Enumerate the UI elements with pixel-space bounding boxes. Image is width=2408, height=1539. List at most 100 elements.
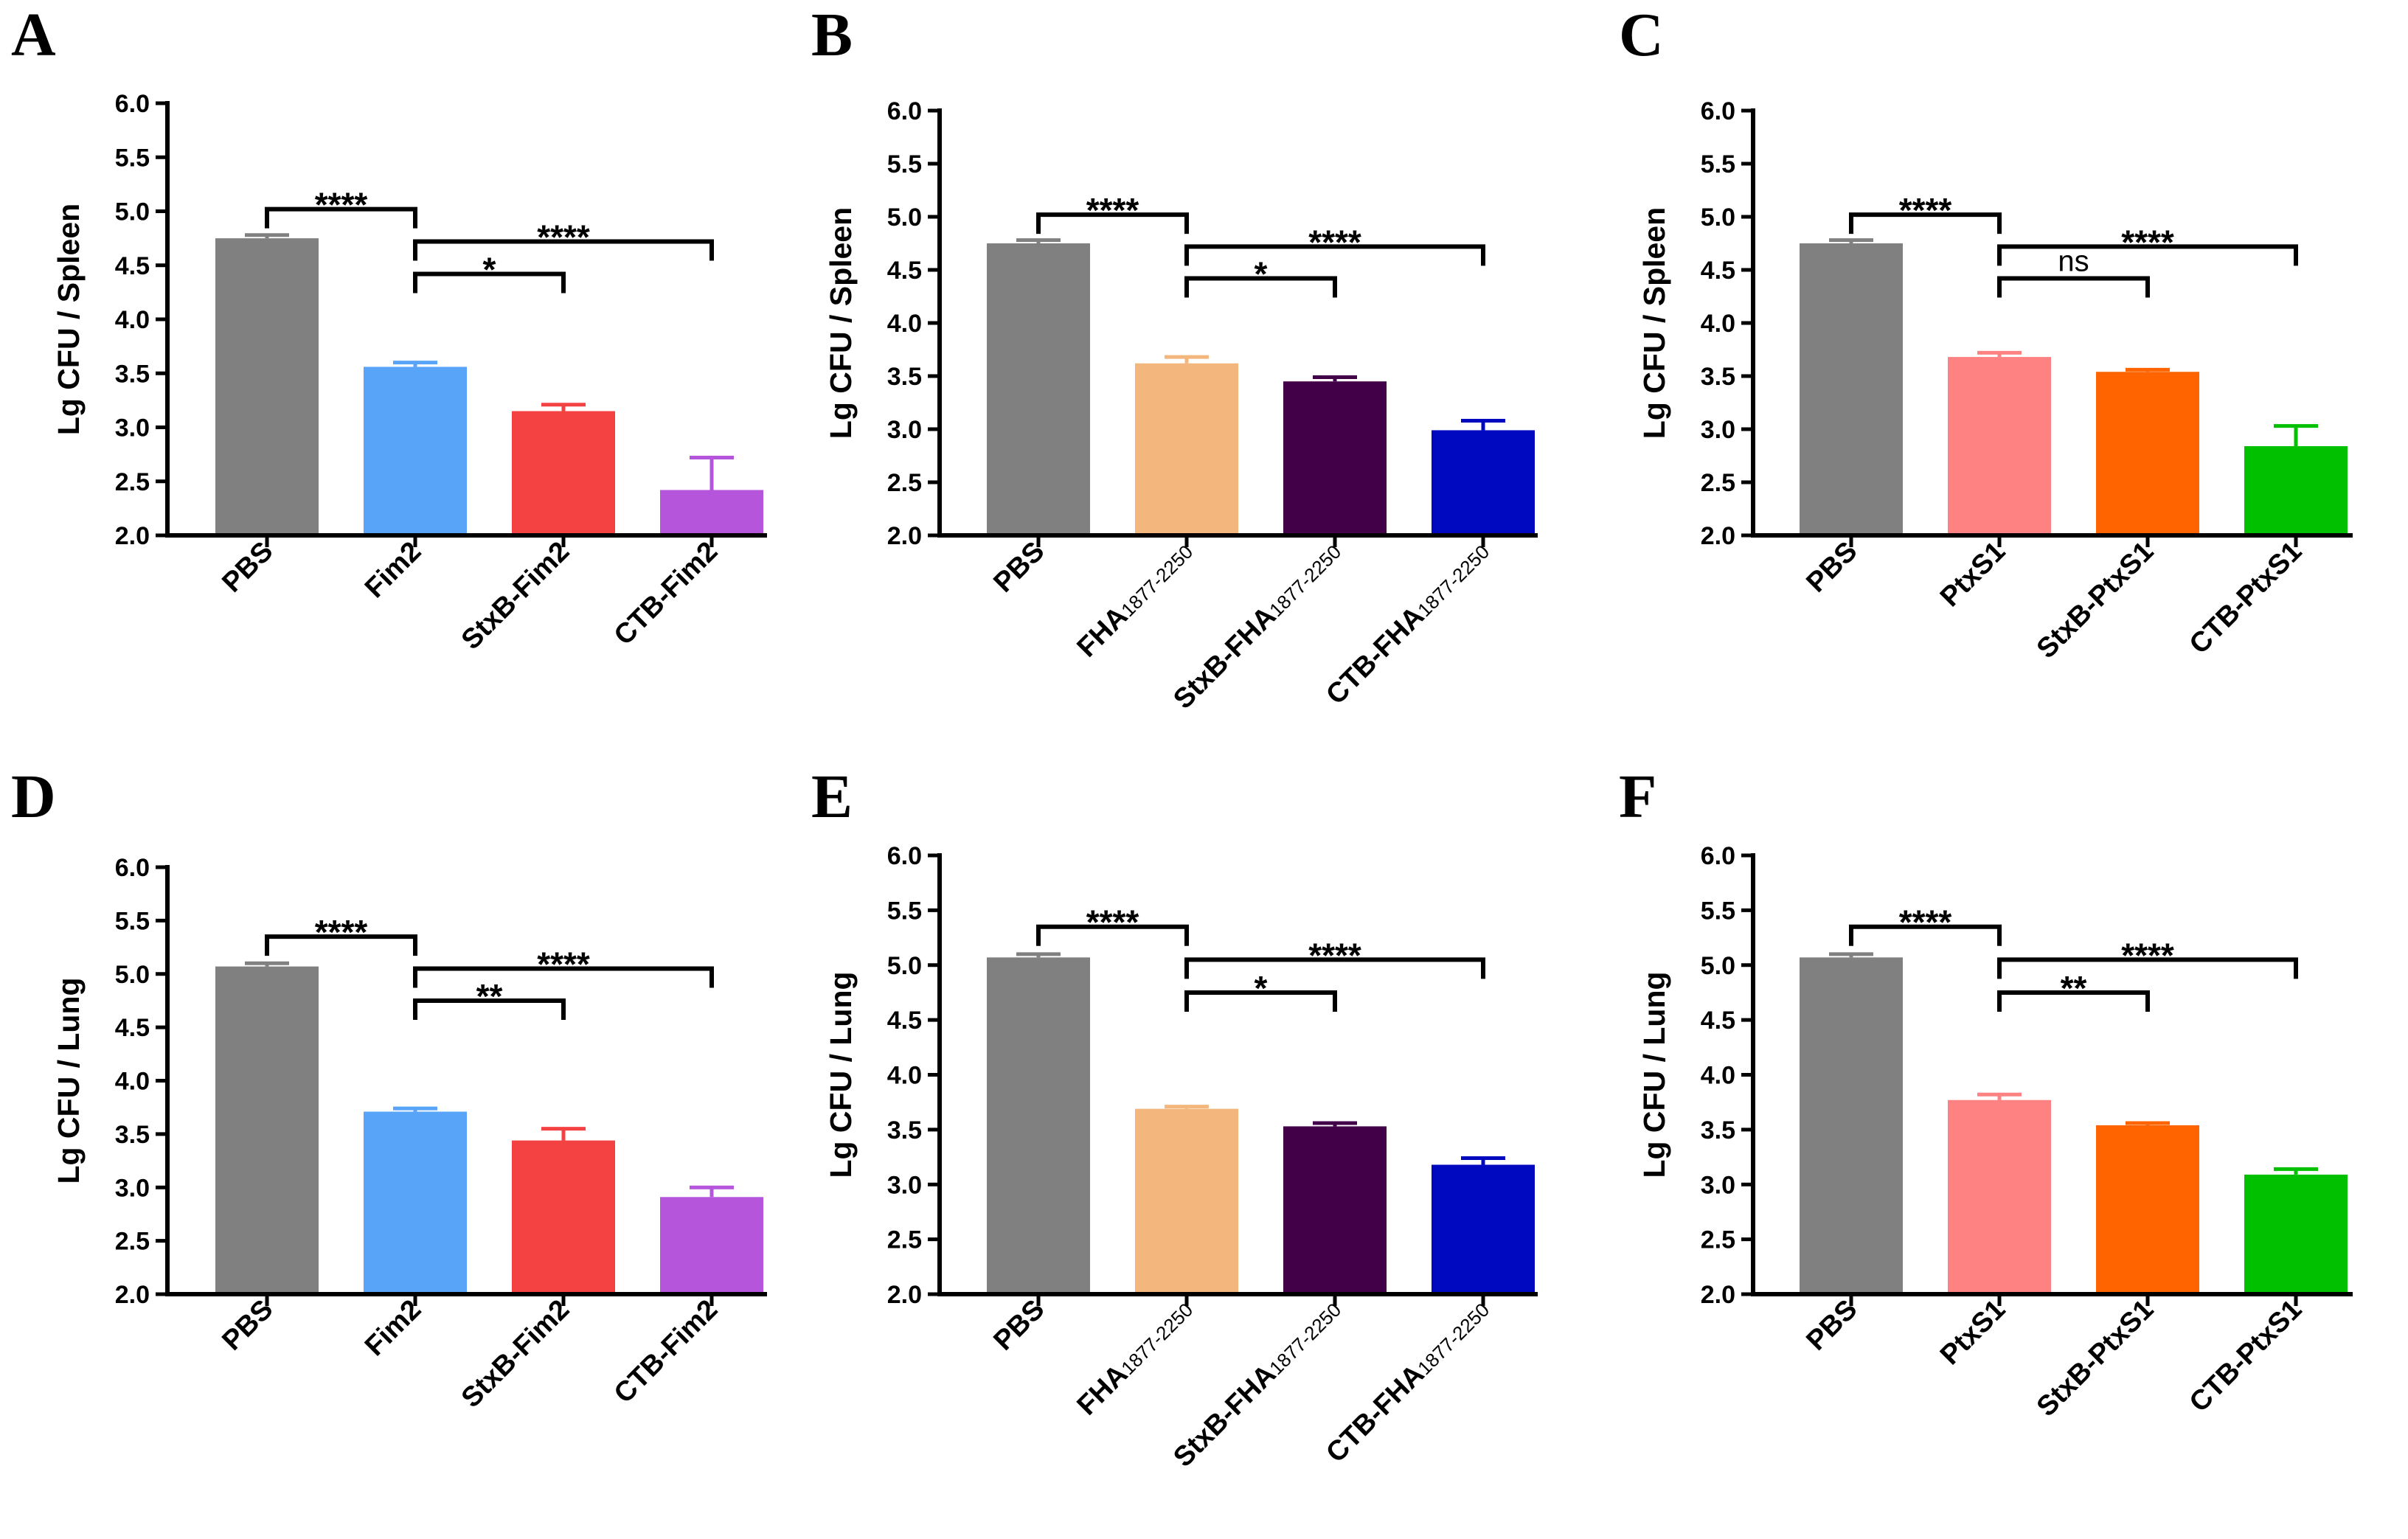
- y-tick-label: 4.0: [887, 1062, 922, 1090]
- y-tick-label: 6.0: [1701, 842, 1735, 870]
- y-tick-label: 5.5: [115, 907, 150, 935]
- y-tick-label: 4.5: [887, 257, 922, 285]
- significance-bracket: ****: [1184, 223, 1485, 266]
- error-bar: [541, 403, 586, 411]
- y-tick-label: 3.0: [115, 414, 150, 442]
- y-tick-label: 2.5: [1701, 469, 1735, 497]
- significance-label: ****: [2121, 223, 2174, 261]
- bar: [987, 243, 1090, 535]
- x-category-label: FHA1877-2250: [1072, 1294, 1199, 1422]
- error-bar: [2126, 367, 2170, 372]
- x-category-label: PBS: [1800, 536, 1863, 599]
- significance-label: ****: [2121, 936, 2174, 974]
- y-tick-label: 6.0: [115, 90, 150, 118]
- y-tick-label: 4.5: [1701, 257, 1735, 285]
- error-bar: [1313, 1121, 1357, 1127]
- bar: [1283, 381, 1387, 535]
- error-bar: [1977, 1092, 2022, 1100]
- x-category-label: CTB-FHA1877-2250: [1320, 536, 1495, 711]
- bar: [512, 411, 615, 535]
- error-bar: [1165, 355, 1209, 364]
- y-tick-label: 3.5: [887, 1116, 922, 1144]
- significance-label: **: [2061, 969, 2087, 1007]
- error-bar: [245, 961, 289, 967]
- x-category-label: Fim2: [359, 1294, 427, 1362]
- category-name: PBS: [216, 1294, 279, 1357]
- y-tick-label: 4.0: [1701, 310, 1735, 338]
- x-category-label: PBS: [988, 536, 1050, 599]
- bar: [215, 238, 319, 535]
- y-tick-label: 5.0: [115, 198, 150, 226]
- panel-letter: D: [11, 762, 56, 831]
- significance-label: *: [1255, 255, 1268, 293]
- significance-label: ****: [315, 186, 368, 224]
- significance-bracket: **: [413, 977, 566, 1020]
- x-category-label: PtxS1: [1935, 1294, 2011, 1371]
- y-tick-label: 3.0: [887, 1171, 922, 1199]
- error-bar: [1016, 238, 1061, 243]
- y-tick-label: 6.0: [1701, 97, 1735, 125]
- y-axis-label: Lg CFU / Lung: [52, 977, 86, 1184]
- y-tick-label: 5.5: [1701, 897, 1735, 925]
- error-bar: [2274, 424, 2318, 447]
- significance-bracket: ****: [1997, 223, 2298, 266]
- error-bar: [1829, 238, 1873, 243]
- y-tick-label: 4.0: [115, 1068, 150, 1096]
- significance-bracket: *: [1184, 255, 1337, 298]
- x-category-label: CTB-Fim2: [608, 536, 724, 652]
- y-tick-label: 2.5: [887, 469, 922, 497]
- error-bar: [1829, 952, 1873, 958]
- bar: [2244, 446, 2348, 535]
- y-tick-label: 2.5: [115, 468, 150, 496]
- category-name: StxB-PtxS1: [2031, 536, 2160, 665]
- bar: [1135, 1108, 1238, 1294]
- significance-label: **: [476, 977, 503, 1015]
- bar: [1283, 1126, 1387, 1294]
- category-name: PtxS1: [1935, 1294, 2011, 1371]
- category-name: CTB-PtxS1: [2184, 536, 2308, 661]
- y-tick-label: 2.5: [115, 1228, 150, 1256]
- bar: [1432, 1164, 1535, 1294]
- category-name: CTB-PtxS1: [2184, 1294, 2308, 1419]
- y-tick-label: 3.5: [115, 1121, 150, 1149]
- category-subscript: 1877-2250: [1413, 1299, 1493, 1379]
- y-tick-label: 2.0: [887, 1281, 922, 1309]
- significance-label: ****: [315, 913, 368, 951]
- significance-label: ****: [1899, 191, 1952, 229]
- bar: [364, 1111, 467, 1294]
- category-subscript: 1877-2250: [1265, 541, 1345, 621]
- y-tick-label: 3.5: [115, 360, 150, 388]
- category-name: StxB-Fim2: [456, 1294, 576, 1414]
- significance-bracket: *: [1184, 969, 1337, 1012]
- category-name: CTB-FHA: [1320, 601, 1430, 711]
- bar: [987, 957, 1090, 1294]
- significance-bracket: ****: [1849, 191, 2002, 235]
- error-bar: [393, 361, 437, 367]
- error-bar: [245, 233, 289, 239]
- category-name: PBS: [988, 536, 1050, 599]
- significance-bracket: *: [413, 250, 566, 293]
- category-name: CTB-FHA: [1320, 1359, 1430, 1469]
- error-bar: [690, 456, 734, 490]
- y-tick-label: 2.0: [1701, 522, 1735, 550]
- y-tick-label: 3.5: [1701, 1116, 1735, 1144]
- category-name: StxB-FHA: [1167, 601, 1282, 715]
- panel-d: D Lg CFU / Lung 2.0 2.5 3.0 3.5 4.0 4.5 5.0 5.5 6.…: [11, 762, 767, 1414]
- x-category-label: PBS: [216, 536, 279, 599]
- x-category-label: CTB-PtxS1: [2184, 536, 2308, 661]
- error-bar: [1461, 418, 1505, 431]
- y-tick-label: 6.0: [115, 854, 150, 882]
- x-category-label: CTB-Fim2: [608, 1294, 724, 1410]
- error-bar: [1313, 375, 1357, 382]
- panel-b: B Lg CFU / Spleen 2.0 2.5 3.0 3.5 4.0 4.5 5.0 5.5…: [811, 1, 1538, 715]
- y-axis-label: Lg CFU / Spleen: [1637, 207, 1671, 439]
- category-name: PBS: [988, 1294, 1050, 1357]
- bar: [2096, 1125, 2199, 1294]
- panel-f: F Lg CFU / Lung 2.0 2.5 3.0 3.5 4.0 4.5 5.0 5.5 6.…: [1619, 762, 2353, 1422]
- panel-e: E Lg CFU / Lung 2.0 2.5 3.0 3.5 4.0 4.5 5.0 5.5 6.…: [811, 762, 1538, 1473]
- y-tick-label: 4.0: [115, 306, 150, 334]
- y-tick-label: 4.5: [115, 1014, 150, 1042]
- category-name: CTB-Fim2: [608, 536, 724, 652]
- significance-label: ns: [2058, 246, 2089, 278]
- error-bar: [690, 1185, 734, 1198]
